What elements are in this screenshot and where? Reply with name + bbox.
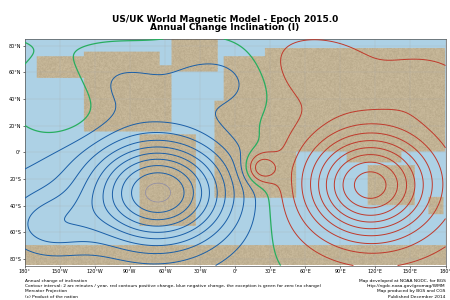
Text: Map developed at NOAA NGDC, for BGS
http://ngdc.noaa.gov/geomag/WMM
Map produced: Map developed at NOAA NGDC, for BGS http… — [359, 279, 446, 298]
Text: Annual Change Inclination (I): Annual Change Inclination (I) — [150, 23, 300, 32]
Text: US/UK World Magnetic Model - Epoch 2015.0: US/UK World Magnetic Model - Epoch 2015.… — [112, 15, 338, 24]
Text: Annual change of inclination
Contour interval: 2 arc minutes / year, red contour: Annual change of inclination Contour int… — [25, 279, 321, 298]
